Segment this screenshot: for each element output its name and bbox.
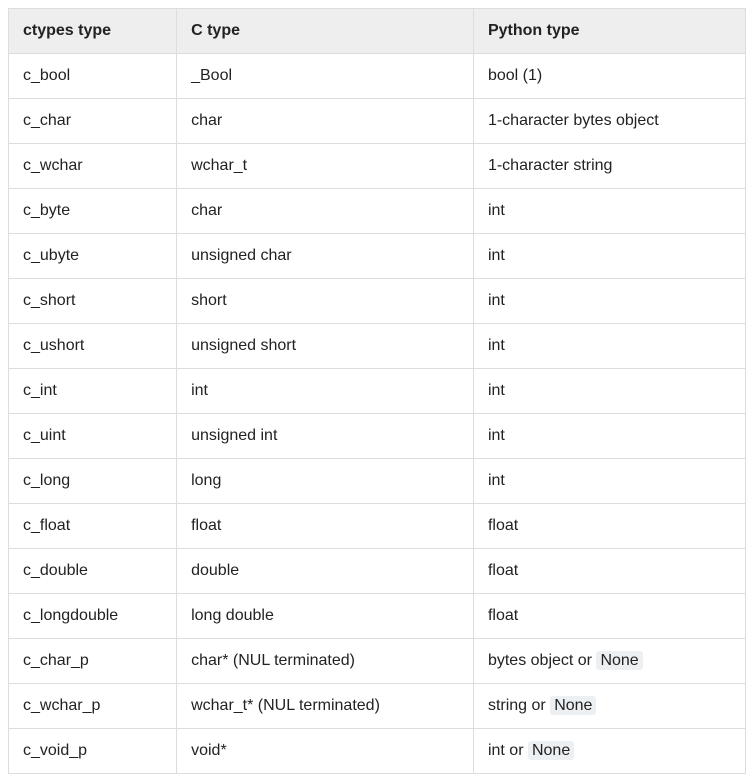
python-type-text: bytes object or <box>488 652 597 669</box>
cell-c-type: double <box>177 549 474 594</box>
python-type-text: int <box>488 337 505 354</box>
cell-c-type: unsigned char <box>177 234 474 279</box>
python-type-text: float <box>488 562 518 579</box>
cell-c-type: long <box>177 459 474 504</box>
table-row: c_bytecharint <box>9 189 746 234</box>
table-row: c_ubyteunsigned char int <box>9 234 746 279</box>
cell-ctypes-type: c_short <box>9 279 177 324</box>
cell-ctypes-type: c_longdouble <box>9 594 177 639</box>
cell-c-type: long double <box>177 594 474 639</box>
cell-python-type: int <box>473 279 745 324</box>
cell-ctypes-type: c_wchar <box>9 144 177 189</box>
python-type-text: float <box>488 607 518 624</box>
col-header-ctypes: ctypes type <box>9 9 177 54</box>
table-row: c_wchar_pwchar_t* (NUL terminated)string… <box>9 684 746 729</box>
table-row: c_floatfloatfloat <box>9 504 746 549</box>
table-row: c_charchar 1-character bytes object <box>9 99 746 144</box>
python-type-text: int <box>488 472 505 489</box>
python-type-text: int or <box>488 742 528 759</box>
cell-ctypes-type: c_wchar_p <box>9 684 177 729</box>
cell-c-type: char <box>177 189 474 234</box>
table-row: c_char_pchar* (NUL terminated)bytes obje… <box>9 639 746 684</box>
table-row: c_uintunsigned int int <box>9 414 746 459</box>
cell-python-type: int or None <box>473 729 745 774</box>
cell-c-type: unsigned int <box>177 414 474 459</box>
cell-c-type: unsigned short <box>177 324 474 369</box>
cell-c-type: _Bool <box>177 54 474 99</box>
python-none-chip: None <box>550 696 596 715</box>
python-none-chip: None <box>528 741 574 760</box>
table-row: c_shortshort int <box>9 279 746 324</box>
python-none-chip: None <box>596 651 642 670</box>
cell-ctypes-type: c_bool <box>9 54 177 99</box>
cell-c-type: int <box>177 369 474 414</box>
python-type-text: int <box>488 292 505 309</box>
python-type-text: int <box>488 247 505 264</box>
cell-ctypes-type: c_void_p <box>9 729 177 774</box>
table-row: c_wcharwchar_t 1-character string <box>9 144 746 189</box>
col-header-python: Python type <box>473 9 745 54</box>
cell-python-type: bytes object or None <box>473 639 745 684</box>
col-header-ctype: C type <box>177 9 474 54</box>
cell-python-type: float <box>473 549 745 594</box>
ctypes-mapping-table: ctypes type C type Python type c_bool_Bo… <box>8 8 746 774</box>
cell-python-type: int <box>473 459 745 504</box>
cell-ctypes-type: c_uint <box>9 414 177 459</box>
cell-ctypes-type: c_ubyte <box>9 234 177 279</box>
cell-c-type: float <box>177 504 474 549</box>
cell-ctypes-type: c_char <box>9 99 177 144</box>
python-type-text: string or <box>488 697 550 714</box>
table-row: c_longlongint <box>9 459 746 504</box>
cell-ctypes-type: c_ushort <box>9 324 177 369</box>
python-type-text: 1-character string <box>488 157 613 174</box>
cell-python-type: 1-character bytes object <box>473 99 745 144</box>
table-row: c_void_pvoid*int or None <box>9 729 746 774</box>
cell-python-type: int <box>473 234 745 279</box>
cell-python-type: int <box>473 324 745 369</box>
cell-python-type: bool (1) <box>473 54 745 99</box>
python-type-text: int <box>488 382 505 399</box>
table-row: c_ushortunsigned short int <box>9 324 746 369</box>
table-row: c_bool_Bool bool (1) <box>9 54 746 99</box>
python-type-text: float <box>488 517 518 534</box>
table-row: c_longdoublelong double float <box>9 594 746 639</box>
cell-ctypes-type: c_float <box>9 504 177 549</box>
cell-ctypes-type: c_long <box>9 459 177 504</box>
cell-python-type: int <box>473 369 745 414</box>
cell-python-type: int <box>473 414 745 459</box>
cell-python-type: string or None <box>473 684 745 729</box>
cell-python-type: 1-character string <box>473 144 745 189</box>
table-row: c_intintint <box>9 369 746 414</box>
cell-ctypes-type: c_byte <box>9 189 177 234</box>
python-type-text: bool (1) <box>488 67 542 84</box>
cell-python-type: int <box>473 189 745 234</box>
table-header-row: ctypes type C type Python type <box>9 9 746 54</box>
cell-c-type: void* <box>177 729 474 774</box>
cell-python-type: float <box>473 504 745 549</box>
cell-ctypes-type: c_int <box>9 369 177 414</box>
cell-c-type: wchar_t* (NUL terminated) <box>177 684 474 729</box>
python-type-text: 1-character bytes object <box>488 112 659 129</box>
python-type-text: int <box>488 427 505 444</box>
cell-c-type: wchar_t <box>177 144 474 189</box>
cell-c-type: char <box>177 99 474 144</box>
cell-ctypes-type: c_char_p <box>9 639 177 684</box>
table-row: c_doubledouble float <box>9 549 746 594</box>
cell-c-type: short <box>177 279 474 324</box>
cell-python-type: float <box>473 594 745 639</box>
cell-c-type: char* (NUL terminated) <box>177 639 474 684</box>
cell-ctypes-type: c_double <box>9 549 177 594</box>
python-type-text: int <box>488 202 505 219</box>
